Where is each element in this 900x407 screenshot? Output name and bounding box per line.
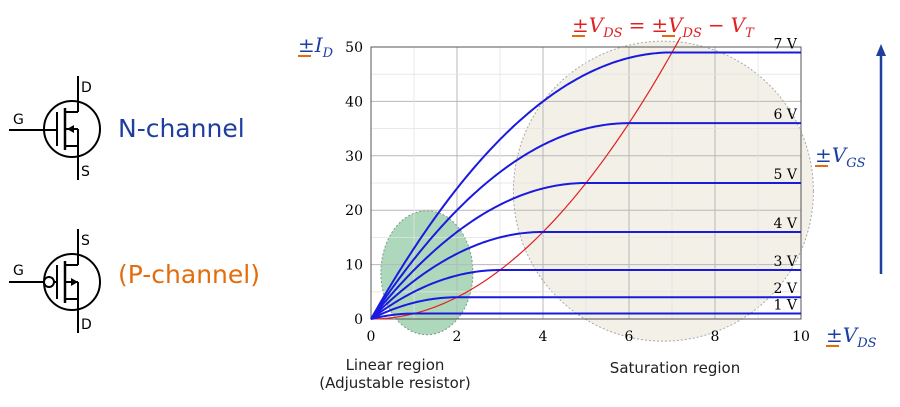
id-curve-3v [370,269,801,320]
y-tick-label: 50 [345,40,363,56]
saturation-region-label: Saturation region [609,359,741,377]
p-source-label: S [81,233,90,249]
curve-label-4v: 4 V [774,216,798,232]
curve-label-1v: 1 V [774,298,798,314]
x-tick-label: 0 [367,329,376,345]
n-channel-label: N-channel [118,114,245,143]
curve-label-6v: 6 V [774,107,798,123]
p-channel-label: (P-channel) [118,260,260,289]
id-axis-label: ±ID [298,33,334,61]
id-curve-7v [370,51,801,320]
y-tick-label: 0 [354,312,363,328]
x-tick-label: 2 [453,329,462,345]
saturation-region-highlight [512,40,814,342]
curve-label-2v: 2 V [774,281,798,297]
id-curve-6v [370,122,801,320]
x-tick-label: 4 [539,329,548,345]
n-drain-label: D [81,80,92,96]
id-sign: ± [298,33,315,57]
curve-label-7v: 7 V [774,36,798,52]
linear-region-label: Linear region (Adjustable resistor) [319,356,471,392]
vds-axis-label: ±VDS [826,323,877,351]
id-curve-4v [370,230,801,320]
n-gate-label: G [13,112,24,128]
boundary-equation: ±VDS = ±VDS − VT [572,13,755,41]
p-gate-label: G [13,263,24,279]
p-channel-symbol: G S D [9,229,101,333]
x-tick-label: 10 [792,329,810,345]
y-tick-label: 10 [345,258,363,274]
x-tick-label: 6 [625,329,634,345]
curve-label-3v: 3 V [774,254,798,270]
n-channel-symbol: G D S [9,76,101,180]
x-tick-label: 8 [711,329,720,345]
curve-label-5v: 5 V [774,167,798,183]
n-source-label: S [81,164,90,180]
y-tick-label: 40 [345,94,363,110]
y-tick-label: 20 [345,203,363,219]
vgs-label: ±VGS [815,143,866,171]
id-curve-1v [370,312,801,320]
id-curve-5v [370,182,801,320]
id-curve-2v [370,296,801,320]
p-drain-label: D [81,317,92,333]
y-tick-label: 30 [345,149,363,165]
